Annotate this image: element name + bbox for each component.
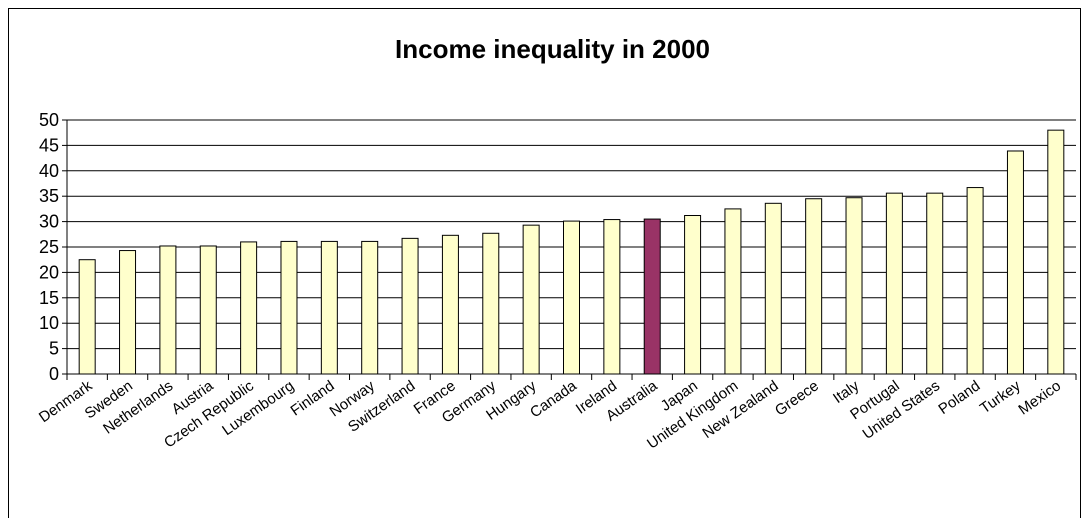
- y-tick-label: 15: [39, 288, 59, 308]
- bar: [563, 220, 580, 375]
- bar: [280, 240, 298, 375]
- y-tick-label: 5: [49, 339, 59, 359]
- x-tick-label: Denmark: [36, 377, 96, 426]
- bar: [401, 237, 419, 375]
- bar: [885, 192, 903, 375]
- x-tick-label: Poland: [935, 377, 983, 418]
- bar: [603, 219, 621, 375]
- bar: [119, 250, 137, 375]
- y-tick-label: 20: [39, 262, 59, 282]
- bar: [199, 245, 217, 375]
- bar: [1047, 129, 1065, 375]
- y-tick-label: 30: [39, 212, 59, 232]
- bar: [926, 192, 944, 375]
- bar: [441, 234, 459, 375]
- x-tick-label: Canada: [527, 377, 580, 421]
- bar: [361, 240, 379, 375]
- bar: [240, 241, 258, 375]
- bar: [724, 208, 742, 375]
- y-tick-label: 25: [39, 237, 59, 257]
- bar: [78, 259, 96, 375]
- bar: [1006, 150, 1024, 375]
- y-tick-label: 40: [39, 161, 59, 181]
- bar: [684, 215, 702, 375]
- bar: [522, 224, 540, 375]
- x-tick-label: Mexico: [1015, 377, 1064, 418]
- y-tick-label: 50: [39, 110, 59, 130]
- bar: [643, 218, 661, 375]
- y-tick-label: 10: [39, 313, 59, 333]
- y-tick-label: 35: [39, 186, 59, 206]
- bar: [966, 187, 984, 375]
- bar: [159, 245, 177, 375]
- bar: [482, 232, 500, 375]
- bar: [320, 240, 338, 375]
- x-tick-label: Turkey: [977, 377, 1024, 417]
- bar: [805, 198, 823, 375]
- y-tick-label: 45: [39, 135, 59, 155]
- bar: [845, 197, 863, 375]
- bar: [764, 202, 782, 375]
- chart-title: Income inequality in 2000: [395, 34, 710, 64]
- x-tick-label: Greece: [772, 377, 822, 419]
- y-tick-label: 0: [49, 364, 59, 384]
